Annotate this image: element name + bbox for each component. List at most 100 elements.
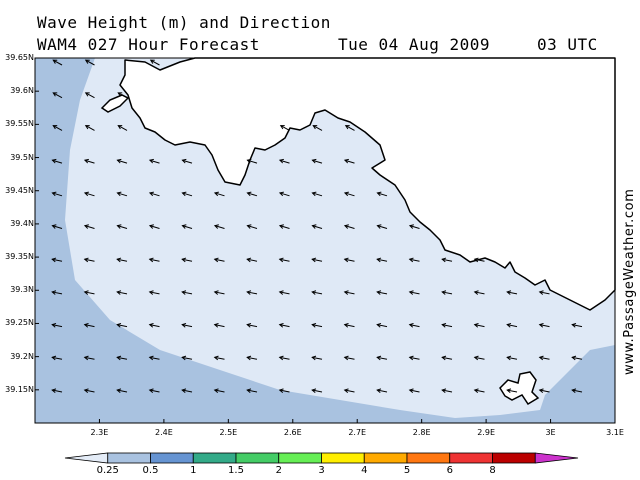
forecast-date: Tue 04 Aug 2009 bbox=[338, 35, 490, 54]
wave-arrow bbox=[246, 322, 258, 328]
wave-arrow bbox=[116, 355, 128, 361]
chart-title: Wave Height (m) and Direction bbox=[37, 13, 331, 32]
wave-arrow bbox=[213, 355, 225, 361]
wave-arrow bbox=[148, 158, 160, 164]
wave-arrow bbox=[246, 191, 258, 197]
colorbar-label: 8 bbox=[489, 465, 496, 476]
wave-arrow bbox=[84, 59, 95, 66]
wave-arrow bbox=[408, 290, 420, 295]
wave-arrow bbox=[51, 158, 63, 164]
wave-arrow bbox=[181, 257, 193, 263]
wave-arrow bbox=[149, 59, 160, 66]
lon-tick-label: 3E bbox=[545, 428, 556, 437]
colorbar-segment bbox=[64, 452, 109, 464]
wave-arrow bbox=[52, 59, 63, 66]
wave-arrow bbox=[506, 322, 518, 328]
wave-arrow bbox=[84, 92, 95, 99]
colorbar-segment bbox=[492, 452, 536, 464]
wave-arrow bbox=[213, 290, 225, 295]
wave-arrow bbox=[278, 355, 290, 361]
wave-arrow bbox=[441, 257, 453, 263]
wave-arrow bbox=[343, 322, 355, 328]
colorbar-segment bbox=[192, 452, 237, 464]
wave-arrow bbox=[83, 355, 95, 361]
wave-arrow bbox=[213, 388, 225, 393]
land-mass bbox=[119, 57, 616, 311]
lat-tick-label: 39.5N bbox=[10, 152, 34, 162]
colorbar-segment bbox=[363, 452, 408, 464]
wave-arrow bbox=[311, 224, 323, 229]
wave-arrow bbox=[116, 191, 128, 197]
lon-tick-label: 2.7E bbox=[348, 428, 367, 437]
wave-arrow bbox=[278, 191, 290, 197]
wave-arrow bbox=[116, 322, 128, 328]
map-area bbox=[34, 57, 616, 424]
wave-arrow bbox=[312, 125, 323, 131]
wave-arrow bbox=[181, 355, 193, 361]
wave-arrow bbox=[51, 355, 63, 361]
lon-tick-label: 2.9E bbox=[477, 428, 495, 437]
wave-arrow bbox=[311, 257, 323, 263]
wave-arrow bbox=[278, 158, 290, 164]
colorbar-segment bbox=[321, 452, 365, 464]
wave-arrow bbox=[278, 388, 290, 393]
wave-arrow bbox=[376, 388, 388, 393]
wave-arrow bbox=[343, 191, 355, 197]
wave-arrow bbox=[51, 290, 63, 295]
wave-arrow bbox=[148, 257, 160, 263]
lat-tick-label: 39.55N bbox=[5, 119, 34, 129]
wave-arrow bbox=[506, 388, 518, 393]
wave-arrow bbox=[343, 257, 355, 263]
cabrera-island bbox=[499, 371, 540, 406]
wave-arrow bbox=[311, 158, 323, 164]
wave-arrow bbox=[279, 125, 290, 131]
wave-arrow bbox=[83, 224, 95, 229]
lon-tick-label: 2.3E bbox=[90, 428, 109, 437]
wave-arrow bbox=[51, 224, 63, 229]
colorbar-label: 2 bbox=[275, 465, 282, 476]
wave-arrow bbox=[538, 322, 550, 328]
colorbar-segment bbox=[107, 452, 151, 464]
wave-arrow bbox=[343, 224, 355, 229]
wave-arrow bbox=[246, 158, 258, 164]
map-frame bbox=[34, 57, 616, 424]
wave-direction-arrows bbox=[51, 59, 583, 393]
wave-arrow bbox=[246, 388, 258, 393]
wave-arrow bbox=[441, 355, 453, 361]
wave-arrow bbox=[213, 224, 225, 229]
wave-arrow bbox=[51, 191, 63, 197]
wave-arrow bbox=[83, 388, 95, 393]
wave-arrow bbox=[116, 158, 128, 164]
wave-arrow bbox=[148, 388, 160, 393]
forecast-time: 03 UTC bbox=[537, 35, 598, 54]
colorbar-label: 0.25 bbox=[96, 465, 119, 476]
colorbar-label: 1 bbox=[190, 465, 197, 476]
wave-arrow bbox=[408, 322, 420, 328]
lat-tick-label: 39.65N bbox=[5, 53, 34, 62]
wave-arrow bbox=[148, 191, 160, 197]
wave-arrow bbox=[376, 191, 388, 197]
wave-arrow bbox=[51, 322, 63, 328]
wave-arrow bbox=[278, 224, 290, 229]
wave-arrow bbox=[311, 388, 323, 393]
lat-tick-label: 39.4N bbox=[10, 218, 34, 228]
lon-tick-label: 2.5E bbox=[219, 428, 238, 437]
colorbar-label: 5 bbox=[403, 465, 411, 476]
axis-ticks bbox=[35, 57, 616, 423]
wave-arrow bbox=[246, 290, 258, 295]
lon-tick-label: 3.1E bbox=[606, 428, 624, 437]
wave-arrow bbox=[343, 290, 355, 295]
wave-arrow bbox=[343, 158, 355, 164]
wave-arrow bbox=[181, 290, 193, 295]
lat-tick-label: 39.35N bbox=[5, 252, 34, 262]
wave-arrow bbox=[376, 355, 388, 361]
lon-tick-label: 2.6E bbox=[283, 428, 302, 437]
wave-arrow bbox=[116, 388, 128, 393]
island-coastline bbox=[100, 94, 130, 113]
wave-arrow bbox=[278, 290, 290, 295]
wave-arrow bbox=[83, 158, 95, 164]
wave-arrow bbox=[538, 290, 550, 295]
colorbar-label: 1.5 bbox=[228, 465, 244, 476]
wave-arrow bbox=[311, 290, 323, 295]
wave-arrow bbox=[311, 191, 323, 197]
